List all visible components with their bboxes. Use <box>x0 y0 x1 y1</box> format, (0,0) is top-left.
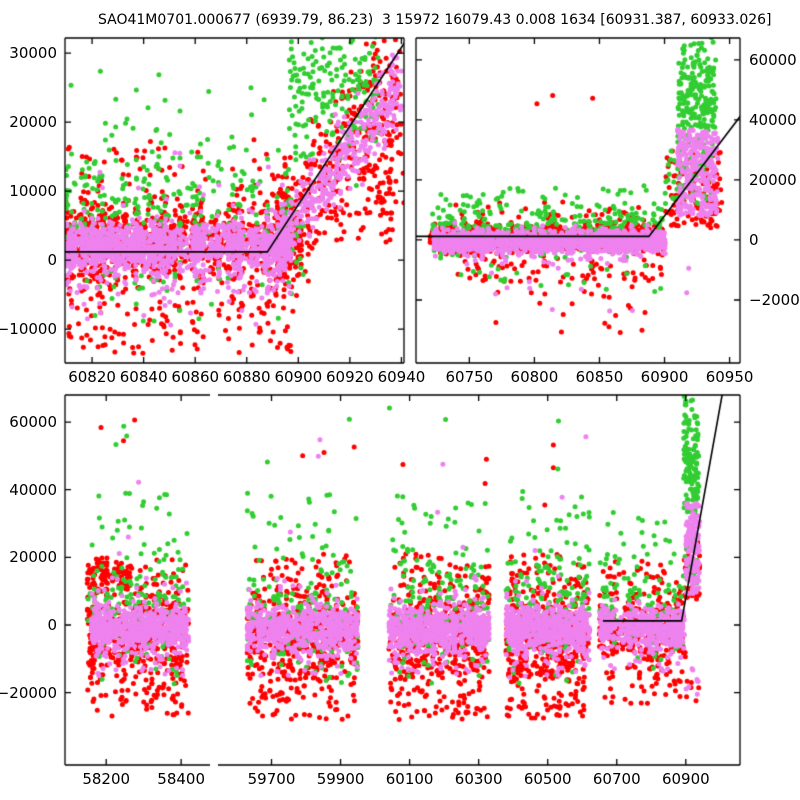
y-tick-label: −10000 <box>0 320 57 339</box>
x-tick-label: 59900 <box>316 770 365 788</box>
y-tick-label: 20000 <box>9 113 57 132</box>
x-tick-label: 58400 <box>157 770 205 788</box>
y-tick-label: 40000 <box>9 480 57 499</box>
x-tick-label: 60700 <box>592 770 641 788</box>
y-tick-label: 60000 <box>749 50 797 69</box>
x-tick-label: 60750 <box>445 368 494 386</box>
x-tick-label: 59700 <box>247 770 296 788</box>
y-tick-label: 30000 <box>9 44 57 63</box>
y-tick-label: 0 <box>47 251 57 270</box>
x-tick-label: 60860 <box>171 368 220 386</box>
y-tick-label: −20000 <box>749 290 800 309</box>
y-tick-label: 40000 <box>749 110 797 129</box>
y-tick-label: 20000 <box>749 170 797 189</box>
x-tick-label: 60850 <box>575 368 624 386</box>
y-tick-label: −20000 <box>0 683 57 702</box>
x-tick-label: 60900 <box>640 368 689 386</box>
x-tick-label: 60100 <box>385 770 434 788</box>
x-tick-label: 60500 <box>523 770 572 788</box>
x-tick-label: 60900 <box>274 368 323 386</box>
x-tick-label: 60950 <box>705 368 754 386</box>
y-tick-label: 60000 <box>9 413 57 432</box>
x-tick-label: 60920 <box>326 368 374 386</box>
y-tick-label: 0 <box>749 230 759 249</box>
y-tick-label: 0 <box>47 615 57 634</box>
x-tick-label: 60820 <box>68 368 116 386</box>
x-tick-label: 58200 <box>82 770 131 788</box>
x-tick-label: 60880 <box>222 368 271 386</box>
figure-title: SAO41M0701.000677 (6939.79, 86.23) 3 159… <box>98 12 772 28</box>
x-tick-label: 60940 <box>377 368 426 386</box>
x-tick-label: 60900 <box>661 770 710 788</box>
y-tick-label: 20000 <box>9 548 57 567</box>
x-tick-label: 60800 <box>510 368 559 386</box>
y-tick-label: 10000 <box>9 182 57 201</box>
x-tick-label: 60300 <box>454 770 503 788</box>
x-tick-label: 60840 <box>119 368 168 386</box>
